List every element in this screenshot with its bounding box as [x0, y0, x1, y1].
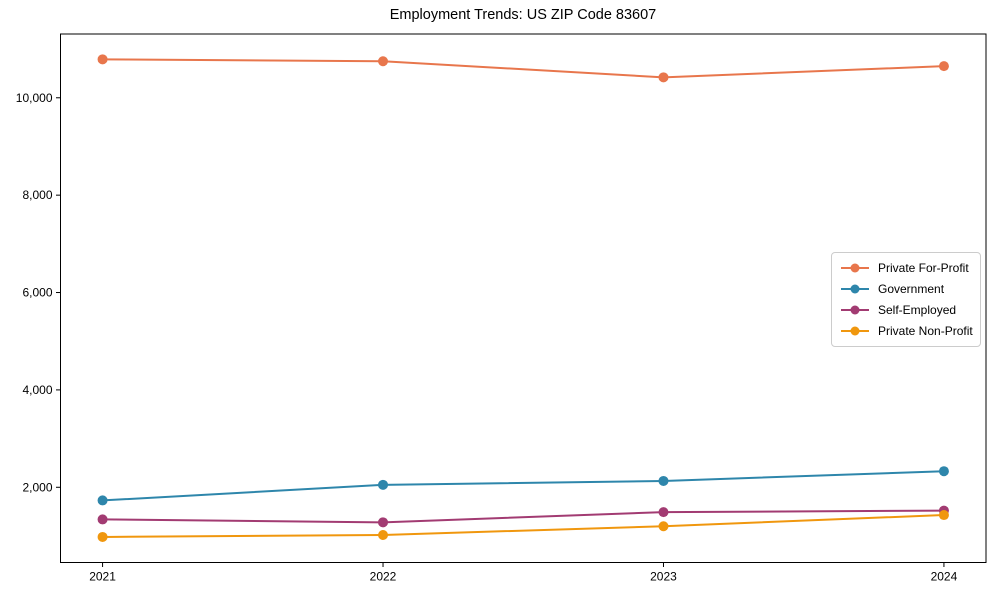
y-tick-label: 4,000: [22, 383, 52, 397]
data-point-government-2023: [658, 475, 669, 486]
y-tick-label: 10,000: [16, 91, 53, 105]
legend-line-marker-icon: [841, 326, 869, 336]
legend-entry-private-non-profit: Private Non-Profit: [840, 321, 973, 342]
data-point-private-non-profit-2024: [938, 510, 949, 521]
x-tick-label: 2021: [89, 570, 116, 584]
data-point-private-non-profit-2022: [378, 529, 389, 540]
chart-legend: Private For-Profit Government Self-Employe…: [831, 252, 981, 347]
legend-line-marker-icon: [841, 263, 869, 273]
data-point-self-employed-2021: [97, 514, 108, 525]
legend-label-private-non-profit: Private Non-Profit: [878, 324, 973, 339]
data-point-private-non-profit-2021: [97, 531, 108, 542]
data-point-private-non-profit-2023: [658, 521, 669, 532]
x-tick-label: 2023: [650, 570, 677, 584]
x-tick-label: 2022: [370, 570, 397, 584]
legend-entry-government: Government: [840, 278, 972, 299]
legend-entry-self-employed: Self-Employed: [840, 300, 972, 321]
data-point-private-for-profit-2023: [658, 72, 669, 83]
x-tick-label: 2024: [931, 570, 958, 584]
data-point-private-for-profit-2022: [378, 56, 389, 67]
legend-label-self-employed: Self-Employed: [878, 303, 957, 318]
data-point-self-employed-2022: [378, 517, 389, 528]
plot-border: [60, 33, 987, 563]
data-point-government-2022: [378, 479, 389, 490]
y-tick-label: 8,000: [22, 188, 52, 202]
series-line-government: [101, 470, 945, 502]
series-line-private-for-profit: [101, 58, 945, 79]
legend-label-government: Government: [878, 281, 945, 296]
legend-line-marker-icon: [841, 284, 869, 294]
data-point-private-for-profit-2024: [938, 61, 949, 72]
legend-entry-private-for-profit: Private For-Profit: [840, 257, 972, 278]
series-line-self-employed: [101, 509, 945, 524]
data-point-government-2024: [938, 466, 949, 477]
legend-line-marker-icon: [841, 305, 869, 315]
data-point-private-for-profit-2021: [97, 54, 108, 65]
chart-title: Employment Trends: US ZIP Code 83607: [389, 7, 657, 23]
data-point-self-employed-2023: [658, 507, 669, 518]
y-tick-label: 6,000: [22, 286, 52, 300]
legend-label-private-for-profit: Private For-Profit: [878, 260, 969, 275]
y-tick-label: 2,000: [22, 480, 52, 494]
series-line-private-non-profit: [101, 514, 945, 538]
data-point-government-2021: [97, 495, 108, 506]
